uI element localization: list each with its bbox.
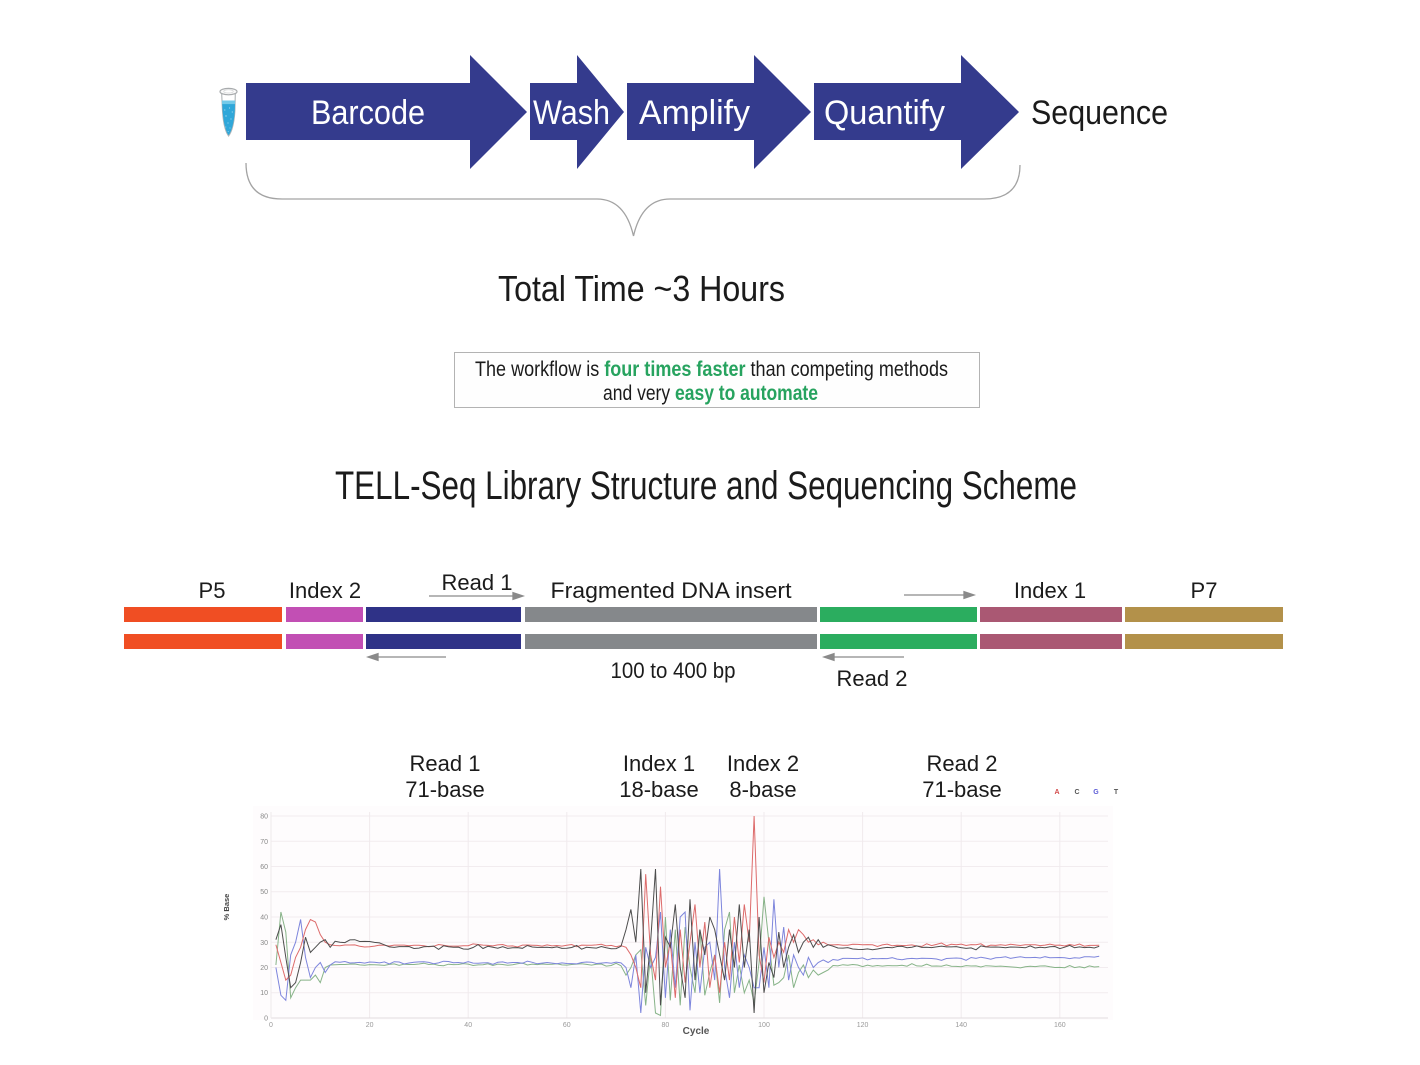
svg-text:60: 60: [260, 864, 268, 871]
svg-text:P7: P7: [1191, 578, 1218, 603]
svg-text:Index 1: Index 1: [623, 751, 695, 776]
svg-text:P5: P5: [199, 578, 226, 603]
svg-text:Read 1: Read 1: [410, 751, 481, 776]
svg-text:40: 40: [260, 915, 268, 922]
svg-text:40: 40: [464, 1022, 472, 1029]
svg-text:The workflow is four times fas: The workflow is four times faster than c…: [475, 358, 948, 381]
svg-text:30: 30: [260, 940, 268, 947]
svg-text:80: 80: [662, 1022, 670, 1029]
svg-text:100 to 400 bp: 100 to 400 bp: [611, 658, 736, 683]
svg-text:10: 10: [260, 990, 268, 997]
svg-text:100: 100: [758, 1022, 770, 1029]
svg-text:71-base: 71-base: [922, 777, 1002, 802]
svg-text:8-base: 8-base: [729, 777, 796, 802]
svg-text:G: G: [1093, 789, 1099, 796]
svg-text:71-base: 71-base: [405, 777, 485, 802]
svg-text:Index 1: Index 1: [1014, 578, 1086, 603]
svg-text:70: 70: [260, 839, 268, 846]
svg-text:0: 0: [264, 1016, 268, 1023]
svg-text:60: 60: [563, 1022, 571, 1029]
svg-text:and very easy to automate: and very easy to automate: [603, 382, 818, 405]
svg-text:Total Time ~3 Hours: Total Time ~3 Hours: [498, 268, 785, 309]
svg-text:Cycle: Cycle: [683, 1026, 710, 1037]
svg-text:Quantify: Quantify: [824, 94, 945, 132]
svg-text:Read 1: Read 1: [442, 570, 513, 595]
svg-text:20: 20: [260, 965, 268, 972]
svg-text:160: 160: [1054, 1022, 1066, 1029]
svg-text:Read 2: Read 2: [837, 666, 908, 691]
svg-text:Fragmented DNA insert: Fragmented DNA insert: [551, 578, 792, 603]
svg-text:50: 50: [260, 889, 268, 896]
svg-text:Sequence: Sequence: [1031, 94, 1168, 132]
svg-text:20: 20: [366, 1022, 374, 1029]
svg-text:120: 120: [857, 1022, 869, 1029]
svg-text:18-base: 18-base: [619, 777, 699, 802]
svg-text:% Base: % Base: [222, 894, 231, 921]
svg-text:Index 2: Index 2: [727, 751, 799, 776]
svg-text:Read 2: Read 2: [927, 751, 998, 776]
svg-text:Barcode: Barcode: [311, 94, 425, 132]
svg-text:A: A: [1054, 789, 1059, 796]
svg-text:C: C: [1074, 789, 1079, 796]
svg-text:Index 2: Index 2: [289, 578, 361, 603]
svg-text:0: 0: [269, 1022, 273, 1029]
svg-text:Amplify: Amplify: [639, 94, 750, 132]
svg-text:Wash: Wash: [533, 94, 610, 132]
svg-text:T: T: [1114, 789, 1119, 796]
svg-text:80: 80: [260, 814, 268, 821]
svg-text:TELL-Seq Library Structure and: TELL-Seq Library Structure and Sequencin…: [335, 464, 1077, 508]
svg-text:140: 140: [955, 1022, 967, 1029]
